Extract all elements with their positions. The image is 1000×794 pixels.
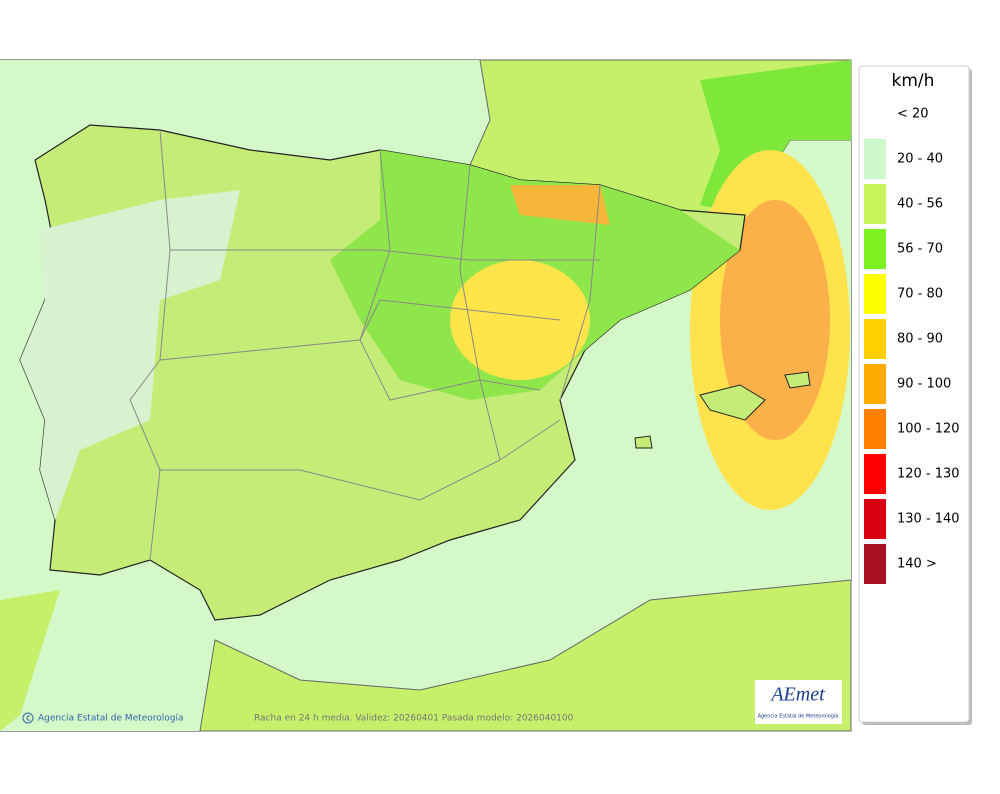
island (784, 371, 811, 389)
logo-box (755, 680, 842, 724)
legend-swatch (864, 139, 886, 179)
logo: AEmet Agencia Estatal de Meteorología (755, 680, 842, 724)
legend-label: 20 - 40 (897, 152, 943, 167)
logo-name: AEmet (769, 684, 825, 706)
island (634, 435, 653, 449)
border (459, 164, 541, 391)
legend-label: 56 - 70 (897, 242, 943, 257)
legend-title: km/h (892, 71, 935, 91)
border (170, 249, 600, 261)
africa (199, 579, 852, 732)
legend-label: 40 - 56 (897, 197, 943, 212)
legend-label: 90 - 100 (897, 377, 951, 392)
calm-area (20, 190, 240, 520)
legend-label: 120 - 130 (897, 467, 960, 482)
legend-label: 80 - 90 (897, 332, 943, 347)
legend-swatch (864, 499, 886, 539)
credit: Agencia Estatal de Meteorología (22, 712, 184, 724)
legend: km/h < 20 20 - 40 40 - 56 56 - 70 70 - 80 80 … (858, 65, 972, 725)
caption: Racha en 24 h media. Validez: 20260401 P… (254, 714, 574, 724)
legend-swatch (864, 184, 886, 224)
island (699, 384, 766, 421)
legend-label: 100 - 120 (897, 422, 960, 437)
border (160, 419, 561, 501)
border (159, 299, 561, 361)
border (359, 149, 501, 461)
legend-swatch (864, 274, 886, 314)
legend-label: 140 > (897, 557, 937, 572)
gust-area (450, 260, 590, 380)
gust-area (510, 185, 610, 225)
legend-label: 70 - 80 (897, 287, 943, 302)
copyright-icon (26, 715, 31, 721)
borders (129, 129, 601, 561)
legend-swatch (864, 364, 886, 404)
legend-swatch (864, 454, 886, 494)
map (0, 59, 852, 732)
copyright-icon (22, 712, 34, 724)
legend-swatch (864, 544, 886, 584)
legend-swatch (864, 319, 886, 359)
logo-subtitle: Agencia Estatal de Meteorología (758, 713, 839, 720)
legend-box (858, 65, 970, 723)
legend-label: 130 - 140 (897, 512, 960, 527)
legend-label: < 20 (897, 107, 929, 122)
legend-swatch (864, 229, 886, 269)
credit-text: Agencia Estatal de Meteorología (38, 714, 184, 724)
border (559, 184, 601, 401)
legend-swatch (864, 409, 886, 449)
sea-gust (0, 590, 60, 731)
border (129, 129, 171, 561)
